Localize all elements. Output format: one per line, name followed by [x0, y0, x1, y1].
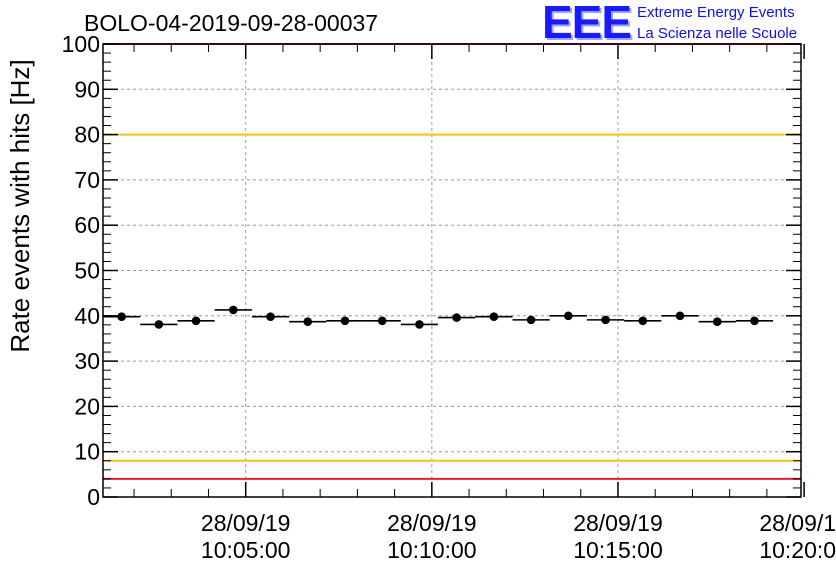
y-tick-label: 0 [87, 484, 100, 510]
data-point [191, 316, 201, 326]
x-tick-labels: 28/09/1910:05:0028/09/1910:10:0028/09/19… [201, 510, 836, 563]
x-tick-date-label: 28/09/19 [201, 510, 291, 536]
data-point [675, 311, 685, 321]
data-point [266, 312, 275, 322]
data-point [154, 320, 164, 329]
y-tick-label: 100 [62, 31, 100, 57]
data-point [712, 317, 722, 326]
data-point [489, 312, 499, 322]
y-tick-label: 40 [74, 303, 100, 329]
logo-line2: La Scienza nelle Scuole [637, 25, 798, 42]
x-tick-date-label: 28/09/19 [759, 510, 836, 536]
logo-line1: Extreme Energy Events [637, 4, 795, 21]
data-point [377, 316, 387, 326]
data-point [228, 305, 238, 315]
data-point [415, 320, 424, 329]
axis-ticks [103, 43, 805, 498]
x-tick-time-label: 10:20:00 [759, 537, 836, 563]
y-tick-label: 10 [74, 439, 100, 465]
x-tick-date-label: 28/09/19 [573, 510, 663, 536]
x-tick-date-label: 28/09/19 [387, 510, 477, 536]
y-tick-label: 80 [74, 122, 100, 148]
y-tick-label: 70 [74, 167, 100, 193]
y-tick-labels: 0 10 20 30 40 50 60 70 80 90 100 [62, 31, 100, 510]
data-point [303, 317, 313, 326]
eee-logo: EEE Extreme Energy Events La Scienza nel… [542, 0, 832, 48]
y-tick-label: 90 [74, 76, 100, 102]
data-point [601, 315, 610, 325]
y-tick-label: 60 [74, 212, 100, 238]
data-points [103, 305, 774, 329]
data-point [750, 316, 759, 326]
y-tick-label: 30 [74, 348, 100, 374]
data-point [117, 312, 126, 322]
y-tick-label: 20 [74, 393, 100, 419]
y-tick-label: 50 [74, 258, 100, 284]
x-tick-time-label: 10:15:00 [573, 537, 663, 563]
data-point [564, 311, 573, 321]
data-point [452, 313, 461, 322]
x-tick-time-label: 10:10:00 [387, 537, 477, 563]
reference-lines [103, 43, 801, 480]
y-axis-title: Rate events with hits [Hz] [5, 59, 35, 352]
x-tick-time-label: 10:05:00 [201, 537, 291, 563]
logo-mark: EEE [542, 0, 632, 48]
grid [103, 44, 801, 497]
data-point [526, 315, 536, 325]
data-point [638, 316, 648, 326]
chart-title: BOLO-04-2019-09-28-00037 [84, 10, 379, 36]
data-point [340, 316, 350, 326]
